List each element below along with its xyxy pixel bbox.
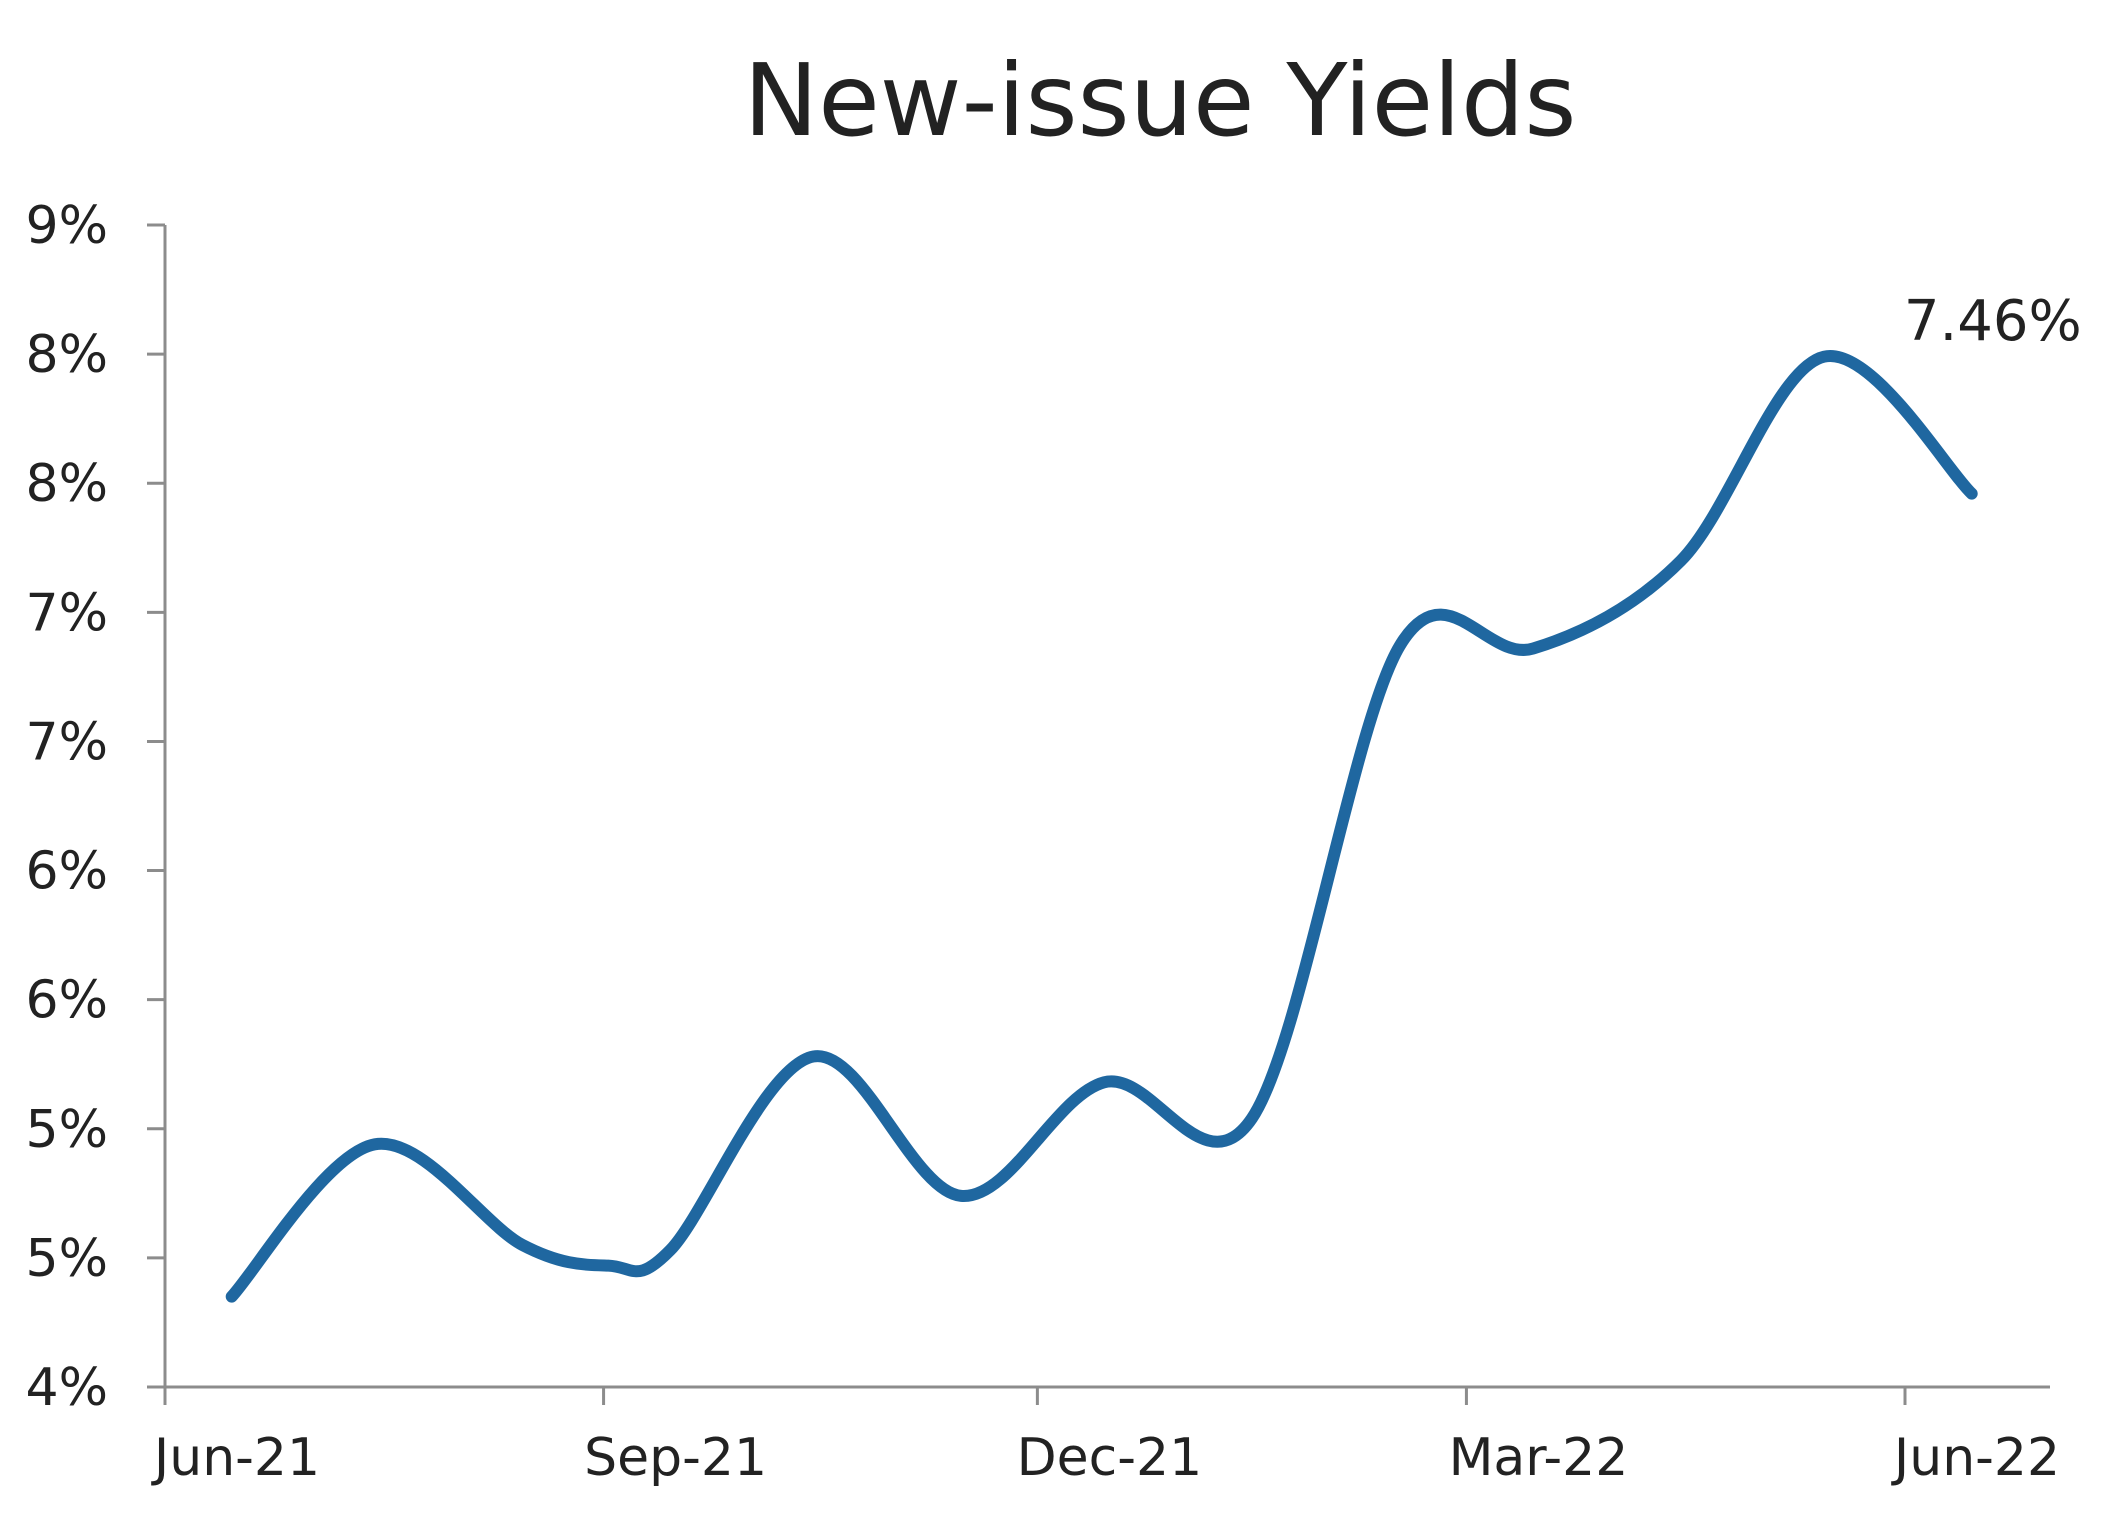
y-tick-label: 4% <box>26 1358 109 1418</box>
x-tick-label: Sep-21 <box>584 1428 767 1488</box>
chart-title: New-issue Yields <box>743 42 1576 159</box>
series-group <box>225 350 1978 1303</box>
series-line-0 <box>225 350 1978 1303</box>
y-tick-label: 6% <box>26 842 109 902</box>
annotations: 7.46% <box>1904 289 2082 354</box>
x-tick-label: Jun-22 <box>1891 1428 2060 1488</box>
y-tick-label: 6% <box>26 971 109 1031</box>
y-tick-label: 7% <box>26 712 109 772</box>
y-tick-label: 5% <box>26 1229 109 1289</box>
y-tick-label: 7% <box>26 583 109 643</box>
y-tick-label: 9% <box>26 196 109 256</box>
y-tick-label: 8% <box>26 325 109 385</box>
x-tick-label: Jun-21 <box>151 1428 320 1488</box>
y-tick-label: 5% <box>26 1100 109 1160</box>
y-tick-label: 8% <box>26 454 109 514</box>
x-axis: Jun-21 Sep-21 Dec-21 Mar-22 Jun-22 <box>151 1385 2060 1488</box>
y-axis: 4% 5% 5% 6% 6% 7% 7% 8% 8% 9% <box>26 196 167 1418</box>
data-label-last-value: 7.46% <box>1904 289 2082 354</box>
x-tick-label: Mar-22 <box>1449 1428 1629 1488</box>
x-tick-label: Dec-21 <box>1017 1428 1203 1488</box>
